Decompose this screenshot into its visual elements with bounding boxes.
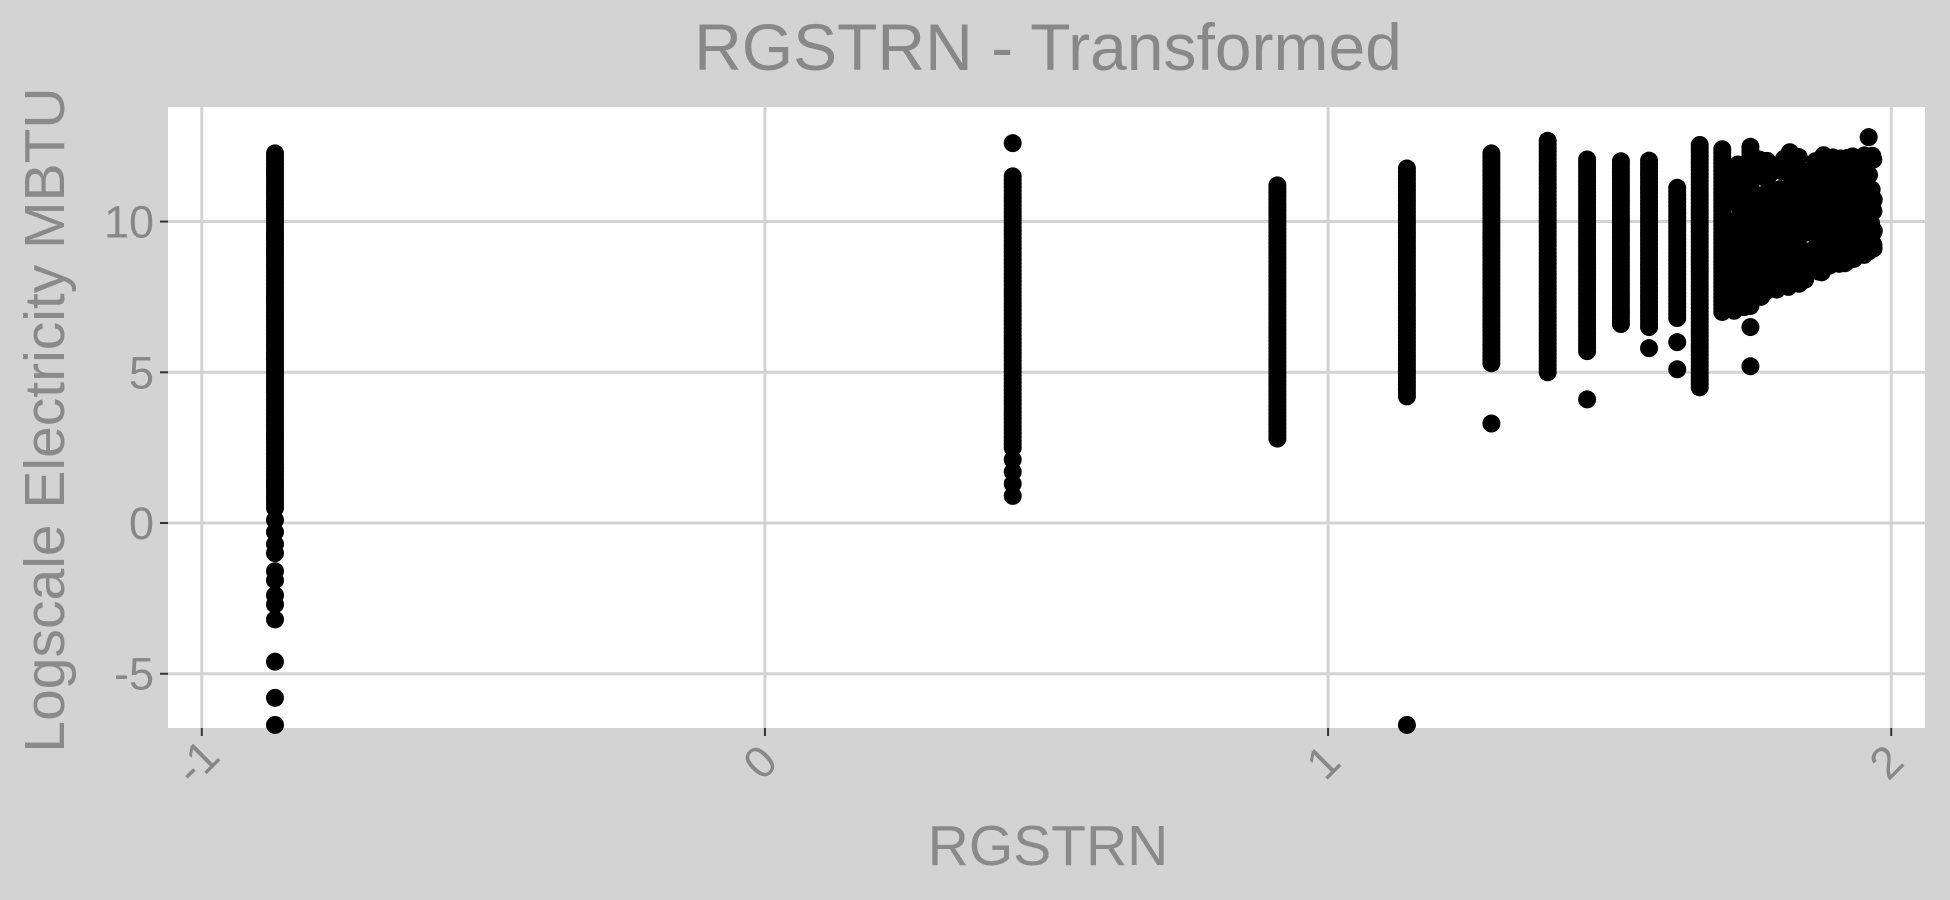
data-point	[1787, 228, 1806, 247]
data-point	[1728, 155, 1747, 174]
data-point	[1640, 339, 1659, 358]
data-point	[1741, 357, 1760, 376]
data-point	[1482, 414, 1501, 433]
data-point	[1611, 152, 1630, 171]
data-point	[1668, 178, 1687, 197]
grid-lines	[168, 107, 1925, 728]
data-point	[1757, 169, 1776, 188]
data-point	[1482, 144, 1501, 163]
data-point	[1758, 264, 1777, 283]
data-point	[1740, 221, 1759, 240]
data-point	[1741, 318, 1760, 337]
plot-panel	[168, 107, 1925, 728]
data-point	[1668, 360, 1687, 379]
data-point	[1758, 281, 1777, 300]
data-point	[1857, 230, 1876, 249]
data-points	[265, 128, 1883, 734]
y-tick-label: -5	[114, 649, 154, 700]
y-tick-label: 5	[129, 347, 154, 398]
data-point	[1578, 390, 1597, 409]
data-point	[1842, 214, 1861, 233]
data-point	[1787, 179, 1806, 198]
data-point	[1815, 231, 1834, 250]
x-axis-title: RGSTRN	[928, 814, 1169, 878]
data-point	[1690, 135, 1709, 154]
data-point	[1859, 128, 1878, 147]
data-point	[1808, 190, 1827, 209]
data-point	[1268, 176, 1287, 195]
data-point	[1729, 235, 1748, 254]
data-point	[265, 688, 284, 707]
data-point	[1781, 254, 1800, 273]
data-point	[1003, 486, 1022, 505]
data-point	[1847, 177, 1866, 196]
data-point	[1777, 276, 1796, 295]
data-point	[1754, 152, 1773, 171]
data-point	[1807, 245, 1826, 264]
data-point	[1760, 200, 1779, 219]
data-point	[1713, 140, 1732, 159]
data-point	[265, 610, 284, 629]
data-point	[1780, 143, 1799, 162]
data-point	[1724, 188, 1743, 207]
data-point	[1819, 168, 1838, 187]
data-point	[1828, 221, 1847, 240]
data-point	[1640, 151, 1659, 170]
data-point	[1578, 150, 1597, 169]
data-point	[265, 544, 284, 563]
data-point	[1828, 247, 1847, 266]
data-point	[265, 571, 284, 590]
data-point	[1538, 131, 1557, 150]
data-point	[1736, 283, 1755, 302]
data-point	[1755, 237, 1774, 256]
data-point	[265, 144, 284, 163]
data-point	[1840, 150, 1859, 169]
data-point	[1668, 333, 1687, 352]
data-point	[1397, 159, 1416, 178]
data-point	[1729, 171, 1748, 190]
data-point	[1397, 715, 1416, 734]
data-point	[1780, 197, 1799, 216]
y-tick-label: 0	[129, 498, 154, 549]
data-point	[1003, 167, 1022, 186]
data-point	[1738, 261, 1757, 280]
y-tick-label: 10	[104, 197, 154, 248]
data-point	[265, 715, 284, 734]
data-point	[1801, 163, 1820, 182]
data-point	[1734, 205, 1753, 224]
data-point	[265, 652, 284, 671]
data-point	[1741, 137, 1760, 156]
data-point	[1003, 134, 1022, 153]
data-point	[1826, 201, 1845, 220]
y-axis-title: Logscale Electricity MBTU	[13, 87, 77, 752]
chart-title: RGSTRN - Transformed	[694, 10, 1402, 84]
data-point	[1725, 296, 1744, 315]
data-point	[1814, 146, 1833, 165]
data-point	[265, 595, 284, 614]
data-point	[1762, 216, 1781, 235]
